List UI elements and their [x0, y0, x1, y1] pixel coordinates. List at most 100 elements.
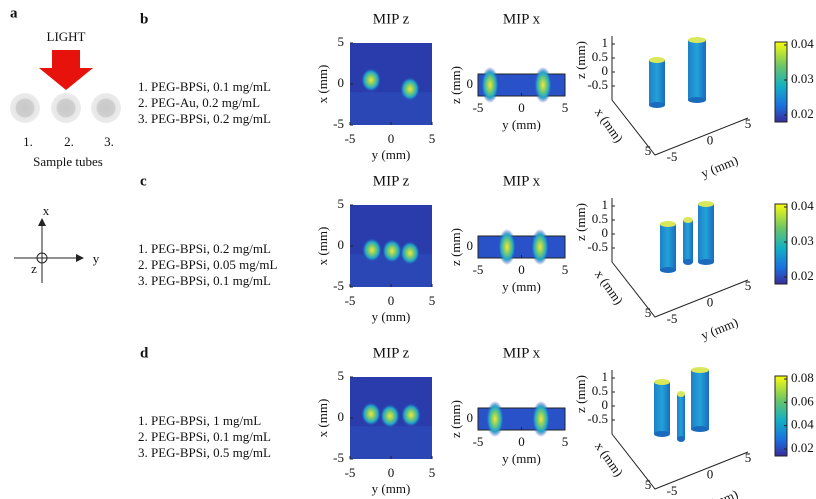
colorbar [774, 203, 788, 285]
y-tick-label: 0 [338, 409, 345, 424]
z-axis-label: z (mm) [573, 41, 588, 79]
x-tick-label: 5 [562, 434, 569, 449]
heatmap-shade [350, 92, 432, 125]
x-tick-label: 5 [562, 262, 569, 277]
y-tick-label: 0 [467, 238, 474, 253]
z-tick-label: -0.5 [587, 411, 608, 426]
axis-3d [611, 370, 749, 490]
hotspot [400, 241, 420, 265]
colorbar-tick-label: 0.03 [791, 233, 814, 248]
colorbar-tick-label: 0.04 [791, 417, 814, 432]
x-tick-label: 5 [645, 143, 652, 158]
cylinder-bottom [698, 259, 714, 265]
hotspot [362, 238, 382, 262]
x-axis-label: x (mm) [592, 267, 626, 307]
tube-label: 3. [104, 134, 114, 149]
cylinder-top [649, 57, 665, 63]
x-tick-label: -5 [345, 465, 356, 480]
z-tick-label: -0.5 [587, 239, 608, 254]
hotspot [401, 403, 421, 427]
sample-label: 3. PEG-BPSi, 0.2 mg/mL [138, 111, 271, 126]
y-axis-label: z (mm) [448, 228, 463, 266]
x-tick-label: -5 [345, 293, 356, 308]
cylinder [660, 224, 676, 270]
z-tick-label: -0.5 [587, 77, 608, 92]
cylinder-top [654, 379, 670, 385]
cylinder [649, 60, 665, 105]
x-tick-label: -5 [473, 100, 484, 115]
y-axis-label: y (mm) [699, 152, 740, 180]
panel-title: MIP x [503, 345, 541, 361]
z-tick-label: 0 [602, 225, 609, 240]
x-tick-label: 5 [562, 100, 569, 115]
y-tick-label: 0 [338, 75, 345, 90]
axis-label: x [43, 203, 50, 218]
cylinder [683, 220, 693, 262]
tube [91, 93, 121, 123]
x-tick-label: 5 [645, 477, 652, 492]
y-tick-label: 5 [338, 34, 345, 49]
x-axis-label: y (mm) [502, 279, 541, 294]
axis-label: z [31, 261, 37, 276]
cylinder-top [698, 201, 714, 207]
panel-label: c [140, 173, 147, 189]
strip [477, 235, 566, 259]
sample-label: 2. PEG-Au, 0.2 mg/mL [138, 95, 260, 110]
x-tick-label: 0 [388, 465, 395, 480]
colorbar-tick-label: 0.04 [791, 198, 814, 213]
cylinder-bottom [649, 102, 665, 108]
tube [10, 93, 40, 123]
panel-title: MIP x [503, 11, 541, 27]
x-tick-label: -5 [345, 131, 356, 146]
x-tick-label: 0 [388, 293, 395, 308]
hotspot [382, 239, 402, 263]
sample-label: 1. PEG-BPSi, 0.2 mg/mL [138, 241, 271, 256]
colorbar [774, 375, 788, 457]
z-tick-label: 1 [602, 197, 609, 212]
axis-label: y [93, 251, 100, 266]
y-tick-label: 5 [338, 196, 345, 211]
y-axis-label: x (mm) [315, 399, 330, 438]
panel-label: a [10, 5, 18, 21]
x-tick-label: 0 [388, 131, 395, 146]
hotspot [486, 401, 504, 437]
tube [51, 93, 81, 123]
hotspot [380, 404, 400, 428]
y-axis-label: x (mm) [315, 65, 330, 104]
cylinder-bottom [660, 267, 676, 273]
panel-title: MIP z [373, 11, 410, 27]
tube-label: 1. [23, 134, 33, 149]
cylinder [688, 40, 706, 100]
colorbar [774, 41, 788, 123]
hotspot [532, 401, 550, 437]
x-tick-label: 5 [429, 465, 436, 480]
axes-diagram [14, 218, 84, 283]
y-axis-label: y (mm) [699, 486, 740, 499]
y-tick-label: 0 [707, 294, 714, 309]
cylinder-bottom [677, 436, 685, 442]
hotspot [531, 229, 549, 265]
heatmap-shade [350, 426, 432, 459]
z-tick-label: 1 [602, 35, 609, 50]
y-tick-label: -5 [667, 483, 678, 498]
caption: Sample tubes [33, 154, 103, 169]
y-tick-label: 5 [745, 450, 752, 465]
y-tick-label: 5 [338, 368, 345, 383]
y-tick-label: -5 [333, 278, 344, 293]
cylinder [677, 394, 685, 439]
panel-label: d [140, 345, 149, 361]
colorbar-tick-label: 0.02 [791, 440, 814, 455]
cylinder-bottom [654, 431, 670, 437]
x-axis-label: x (mm) [592, 105, 626, 145]
x-axis-label: y (mm) [502, 117, 541, 132]
sample-label: 1. PEG-BPSi, 1 mg/mL [138, 413, 261, 428]
hotspot [534, 67, 552, 103]
colorbar-tick-label: 0.02 [791, 268, 814, 283]
z-tick-label: 0 [602, 397, 609, 412]
x-axis-label: x (mm) [592, 439, 626, 479]
y-tick-label: 0 [338, 237, 345, 252]
hotspot [361, 402, 381, 426]
cylinder-top [677, 391, 685, 397]
axis-3d [611, 36, 749, 156]
panel-title: MIP z [373, 345, 410, 361]
